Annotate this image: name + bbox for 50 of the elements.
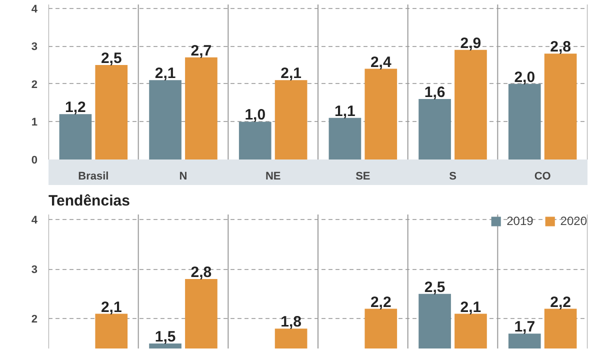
data-label: 2,5: [100, 50, 122, 67]
x-tick-label: CO: [534, 170, 552, 182]
x-tick-label: NE: [265, 170, 281, 182]
y-tick-label: 3: [31, 41, 38, 54]
data-label: 1,5: [154, 328, 176, 346]
x-tick-label: S: [449, 170, 456, 182]
bar: [508, 84, 541, 160]
y-tick-label: 2: [31, 314, 38, 326]
bar: [364, 68, 398, 160]
data-label: 1,0: [244, 106, 266, 124]
bar: [274, 80, 308, 160]
data-label: 2,0: [514, 68, 536, 86]
y-tick-label: 4: [31, 214, 38, 226]
bar: [185, 57, 218, 160]
data-label: 2,8: [550, 38, 571, 56]
bar: [95, 64, 128, 160]
data-label: 2,1: [100, 298, 122, 316]
data-label: 2,4: [370, 54, 392, 71]
data-label: 1,6: [424, 84, 446, 102]
data-label: 1,7: [514, 318, 536, 336]
data-label: 1,2: [65, 99, 86, 116]
y-tick-label: 2: [31, 78, 38, 91]
data-label: 2,2: [550, 294, 571, 311]
x-tick-label: SE: [356, 170, 370, 182]
data-label: 1,8: [280, 314, 302, 331]
data-label: 1,1: [334, 102, 356, 120]
data-label: 2,5: [424, 278, 446, 296]
data-label: 2,1: [460, 298, 482, 316]
x-tick-label: Brasil: [78, 170, 109, 182]
data-label: 2,7: [190, 42, 212, 60]
legend-label: 2020: [560, 214, 587, 228]
chart-title: Tendências: [48, 192, 130, 210]
x-tick-label: N: [179, 170, 188, 182]
data-label: 2,2: [370, 294, 392, 311]
y-tick-label: 4: [31, 3, 38, 16]
y-tick-label: 0: [31, 154, 38, 166]
y-tick-label: 3: [31, 264, 38, 276]
legend-label: 2019: [506, 214, 534, 228]
data-label: 2,1: [154, 65, 176, 82]
data-label: 2,1: [280, 65, 302, 82]
bar: [418, 99, 451, 160]
data-label: 2,8: [190, 264, 212, 282]
data-label: 2,9: [460, 34, 482, 52]
bar: [454, 50, 487, 160]
bar: [544, 54, 577, 160]
bar: [328, 118, 362, 160]
bar: [59, 114, 92, 160]
bar: [149, 80, 182, 160]
bar: [238, 122, 272, 160]
y-tick-label: 1: [31, 116, 38, 129]
